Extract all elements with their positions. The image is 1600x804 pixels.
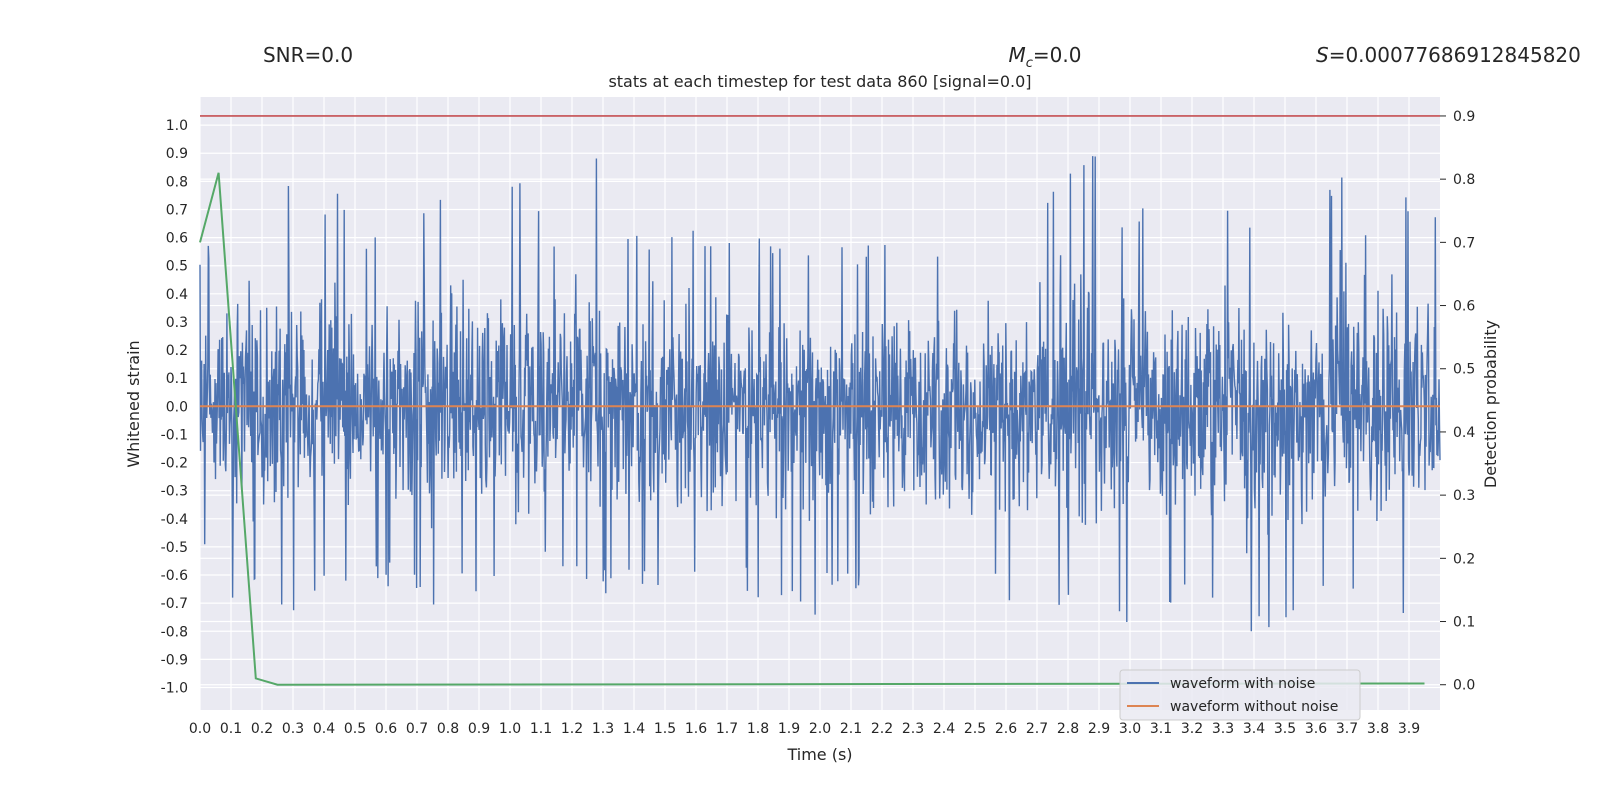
legend-label-noise: waveform with noise	[1170, 676, 1315, 692]
s-statistic-label: S=0.00077686912845820	[1316, 43, 1581, 67]
left-y-tick-label: 0.7	[166, 202, 188, 218]
right-y-tick-label: 0.3	[1453, 488, 1475, 504]
left-y-tick-label: 0.1	[166, 371, 188, 387]
chirp-mass-value: =0.0	[1033, 43, 1082, 67]
x-tick-label: 3.8	[1367, 721, 1389, 737]
x-tick-label: 0.3	[282, 721, 304, 737]
x-tick-label: 3.9	[1398, 721, 1420, 737]
series-waveform-with-noise	[199, 156, 1441, 632]
x-tick-label: 1.1	[530, 721, 552, 737]
right-y-tick-label: 0.2	[1453, 551, 1475, 567]
left-y-tick-label: 0.0	[166, 399, 188, 415]
x-tick-label: 2.2	[871, 721, 893, 737]
x-tick-label: 2.0	[809, 721, 831, 737]
x-tick-label: 2.4	[933, 721, 955, 737]
x-tick-label: 1.7	[716, 721, 738, 737]
left-y-tick-label: -0.2	[161, 456, 188, 472]
left-y-tick-label: 0.9	[166, 146, 188, 162]
legend-label-clean: waveform without noise	[1170, 699, 1338, 715]
left-y-tick-label: -0.8	[161, 624, 188, 640]
s-statistic-value: =0.00077686912845820	[1329, 43, 1581, 67]
left-y-axis-label: Whitened strain	[124, 340, 143, 467]
left-y-tick-label: -0.6	[161, 568, 188, 584]
left-y-tick-label: 0.5	[166, 259, 188, 275]
x-tick-label: 2.7	[1026, 721, 1048, 737]
right-y-tick-label: 0.8	[1453, 172, 1475, 188]
chart-marks	[199, 115, 1441, 686]
x-tick-label: 1.8	[747, 721, 769, 737]
chirp-mass-label: Mc=0.0	[1009, 43, 1082, 71]
x-tick-label: 1.4	[623, 721, 645, 737]
left-y-tick-label: -0.1	[161, 427, 188, 443]
x-tick-label: 0.4	[313, 721, 335, 737]
left-y-tick-label: -1.0	[161, 681, 188, 697]
left-y-tick-label: 0.2	[166, 343, 188, 359]
x-tick-label: 2.5	[964, 721, 986, 737]
right-y-tick-label: 0.1	[1453, 615, 1475, 631]
left-y-tick-labels: 1.0 0.9 0.8 0.7 0.6 0.5 0.4 0.3 0.2 0.1 0.0 -0.1 -0.…	[161, 118, 188, 696]
right-y-tick-label: 0.6	[1453, 299, 1475, 315]
x-tick-label: 1.6	[685, 721, 707, 737]
chirp-mass-subscript: c	[1026, 56, 1033, 71]
left-y-tick-label: 0.6	[166, 231, 188, 247]
x-tick-label: 3.4	[1243, 721, 1265, 737]
x-tick-label: 0.8	[437, 721, 459, 737]
left-y-tick-label: -0.3	[161, 484, 188, 500]
x-tick-label: 2.9	[1088, 721, 1110, 737]
x-tick-label: 2.1	[840, 721, 862, 737]
left-y-tick-label: 0.3	[166, 315, 188, 331]
x-tick-label: 1.2	[561, 721, 583, 737]
left-y-tick-label: -0.7	[161, 596, 188, 612]
x-tick-label: 1.3	[592, 721, 614, 737]
series-detection-probability	[199, 172, 1425, 686]
x-tick-label: 0.5	[344, 721, 366, 737]
x-tick-label: 0.9	[468, 721, 490, 737]
x-tick-label: 1.5	[654, 721, 676, 737]
x-tick-label: 3.3	[1212, 721, 1234, 737]
left-y-tick-label: 0.4	[166, 287, 188, 303]
x-tick-label: 3.1	[1150, 721, 1172, 737]
x-tick-label: 1.0	[499, 721, 521, 737]
right-y-tick-label: 0.9	[1453, 109, 1475, 125]
right-y-tick-label: 0.7	[1453, 235, 1475, 251]
chart-title: stats at each timestep for test data 860…	[608, 72, 1031, 91]
x-tick-label: 2.8	[1057, 721, 1079, 737]
left-y-tick-label: -0.4	[161, 512, 188, 528]
x-axis-label: Time (s)	[786, 745, 852, 764]
x-tick-labels: 0.0 0.1 0.2 0.3 0.4 0.5 0.6 0.7 0.8 0.9 1.0 1.1 1.2 1…	[189, 721, 1420, 737]
x-tick-label: 3.5	[1274, 721, 1296, 737]
x-tick-label: 0.0	[189, 721, 211, 737]
s-statistic-symbol: S	[1316, 43, 1329, 67]
left-y-tick-label: -0.5	[161, 540, 188, 556]
left-y-tick-label: 1.0	[166, 118, 188, 134]
x-tick-label: 1.9	[778, 721, 800, 737]
chirp-mass-symbol: M	[1009, 43, 1026, 67]
right-y-tick-label: 0.4	[1453, 425, 1475, 441]
x-tick-label: 0.2	[251, 721, 273, 737]
x-tick-label: 3.2	[1181, 721, 1203, 737]
header-stats: SNR=0.0 Mc=0.0 S=0.00077686912845820	[263, 43, 1581, 71]
legend: waveform with noise waveform without noi…	[1119, 669, 1361, 721]
right-y-axis-label: Detection probability	[1481, 320, 1500, 488]
right-y-tick-label: 0.0	[1453, 678, 1475, 694]
x-tick-label: 0.6	[375, 721, 397, 737]
x-tick-label: 0.1	[220, 721, 242, 737]
x-tick-label: 2.3	[902, 721, 924, 737]
x-tick-label: 3.6	[1305, 721, 1327, 737]
x-tick-label: 3.7	[1336, 721, 1358, 737]
x-tick-label: 0.7	[406, 721, 428, 737]
x-tick-label: 3.0	[1119, 721, 1141, 737]
left-y-tick-label: -0.9	[161, 652, 188, 668]
left-y-tick-label: 0.8	[166, 174, 188, 190]
right-y-tick-labels: 0.9 0.8 0.7 0.6 0.5 0.4 0.3 0.2 0.1 0.0	[1440, 109, 1475, 694]
x-tick-label: 2.6	[995, 721, 1017, 737]
right-y-tick-label: 0.5	[1453, 362, 1475, 378]
legend-frame	[1119, 669, 1361, 721]
snr-label: SNR=0.0	[263, 43, 353, 67]
